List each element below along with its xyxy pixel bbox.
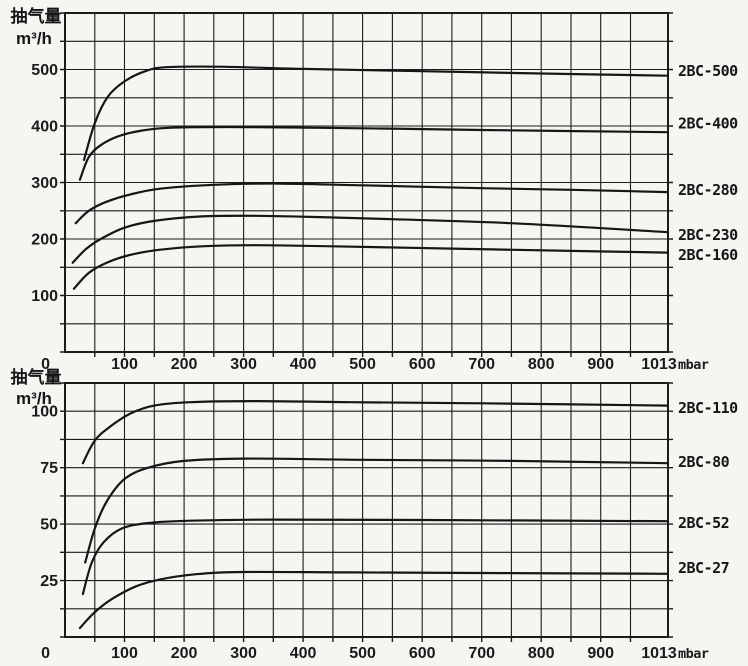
x-tick-label: 100 (111, 356, 138, 373)
y-tick-label: 100 (31, 288, 58, 305)
y-title-unit: m³/h (16, 29, 52, 48)
y-tick-label: 400 (31, 119, 58, 136)
x-tick-label: 400 (290, 645, 317, 661)
curve-label-2BC-27: 2BC-27 (678, 559, 729, 577)
y-axis-labels: 25 50 75 100 0 (31, 404, 58, 662)
x-tick-label: 900 (587, 645, 614, 661)
x-tick-label: 300 (230, 645, 257, 661)
curve-2BC-110 (81, 400, 670, 465)
x-tick-label: 200 (171, 645, 198, 661)
y-title-text: 抽气量 (11, 367, 62, 387)
y-tick-label: 75 (40, 460, 58, 477)
x-tick-label-end: 1013 (641, 356, 677, 373)
chart-bottom: 25 50 75 100 0 100 200 300 400 500 600 700 800 900 101… (11, 367, 739, 662)
curve-2BC-160 (72, 244, 670, 290)
plot-border (64, 12, 669, 353)
curve-label-2BC-160: 2BC-160 (678, 246, 738, 264)
curve-2BC-27 (78, 570, 670, 630)
y-title-text: 抽气量 (11, 6, 62, 26)
x-tick-label: 800 (528, 356, 555, 373)
x-tick-label: 800 (528, 645, 555, 661)
grid-lines (65, 13, 668, 352)
chart-top: 100 200 300 400 500 0 100 200 300 400 500 600 700 800… (11, 6, 739, 373)
x-tick-label: 600 (409, 645, 436, 661)
y-axis-labels: 100 200 300 400 500 0 (31, 62, 58, 373)
y-tick-label: 100 (31, 404, 58, 421)
curve-label-2BC-230: 2BC-230 (678, 226, 738, 244)
grid-lines (65, 383, 668, 637)
curve-2BC-500 (82, 65, 670, 161)
y-title-unit: m³/h (16, 389, 52, 408)
x-axis-labels: 100 200 300 400 500 600 700 800 900 1013 mbar (111, 645, 709, 662)
x-tick-label: 200 (171, 356, 198, 373)
axis-ticks (60, 382, 673, 642)
curve-2BC-52 (81, 518, 670, 596)
curve-2BC-400 (78, 125, 670, 181)
y-axis-title: 抽气量 m³/h (11, 6, 62, 48)
y-tick-label: 500 (31, 62, 58, 79)
curve-label-2BC-110: 2BC-110 (678, 399, 738, 417)
x-tick-label: 500 (349, 645, 376, 661)
x-tick-label: 300 (230, 356, 257, 373)
axis-ticks (60, 12, 673, 357)
y-tick-label: 200 (31, 232, 58, 249)
x-tick-label: 900 (587, 356, 614, 373)
y-tick-label: 25 (40, 573, 58, 590)
plot-border (64, 382, 669, 638)
y-tick-label: 300 (31, 175, 58, 192)
x-unit-label: mbar (678, 357, 709, 373)
curve-2BC-80 (84, 457, 670, 564)
curve-label-2BC-80: 2BC-80 (678, 453, 730, 471)
x-tick-label: 700 (468, 356, 495, 373)
x-tick-label: 400 (290, 356, 317, 373)
x-axis-labels: 100 200 300 400 500 600 700 800 900 1013 mbar (111, 356, 709, 373)
x-tick-label: 500 (349, 356, 376, 373)
x-tick-label: 100 (111, 645, 138, 661)
x-unit-label: mbar (678, 646, 709, 661)
y-axis-title: 抽气量 m³/h (11, 367, 62, 408)
curve-label-2BC-52: 2BC-52 (678, 514, 729, 532)
curve-label-2BC-400: 2BC-400 (678, 115, 738, 133)
origin-label: 0 (41, 356, 50, 373)
origin-label: 0 (41, 645, 50, 661)
curve-2BC-230 (71, 214, 670, 264)
curve-label-2BC-500: 2BC-500 (678, 62, 738, 80)
curve-2BC-280 (74, 182, 670, 225)
y-tick-label: 50 (40, 517, 58, 534)
x-tick-label-end: 1013 (641, 645, 677, 661)
curve-label-2BC-280: 2BC-280 (678, 181, 738, 199)
x-tick-label: 600 (409, 356, 436, 373)
x-tick-label: 700 (468, 645, 495, 661)
